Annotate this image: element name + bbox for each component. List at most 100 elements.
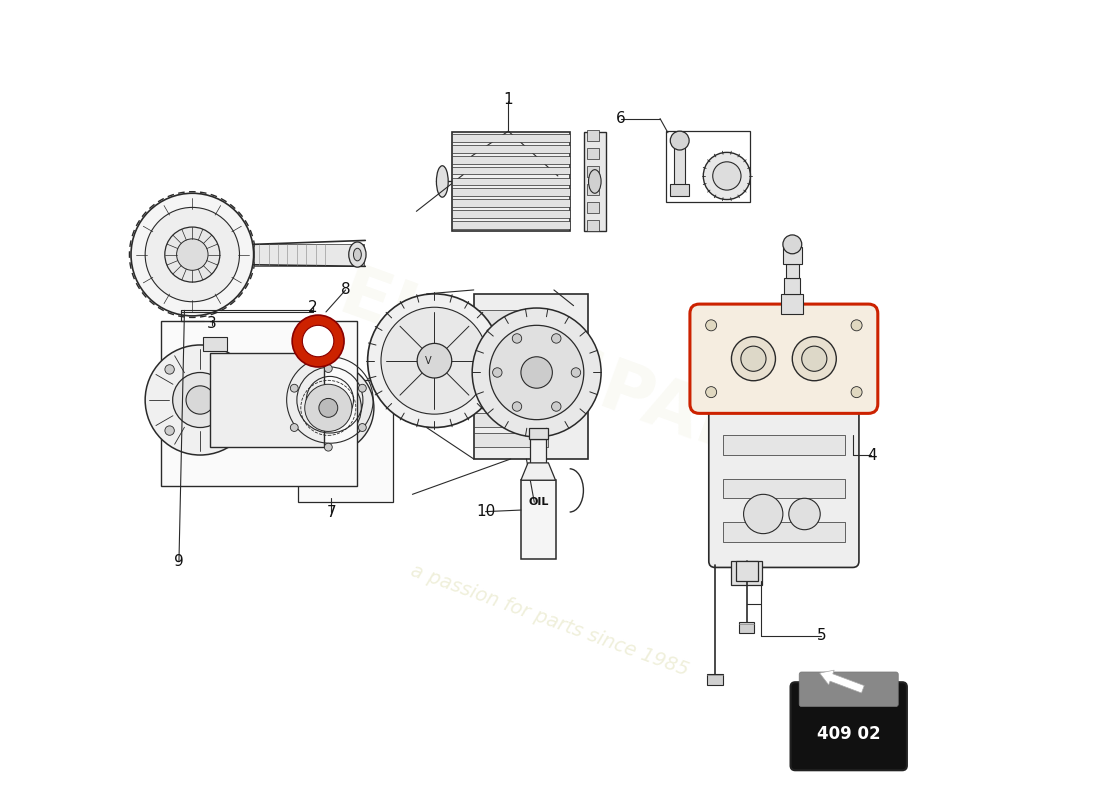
Bar [666, 131, 750, 202]
Circle shape [295, 375, 361, 441]
Circle shape [551, 402, 561, 411]
Circle shape [226, 426, 235, 435]
Bar [474, 392, 549, 406]
Circle shape [305, 384, 352, 431]
Ellipse shape [353, 248, 361, 261]
Text: 8: 8 [341, 282, 351, 298]
Bar [783, 246, 802, 264]
Bar [736, 561, 758, 581]
Bar [452, 145, 570, 153]
Circle shape [741, 346, 766, 371]
Circle shape [359, 384, 366, 392]
Text: OIL: OIL [528, 497, 549, 507]
Circle shape [367, 294, 502, 427]
Bar [784, 278, 800, 294]
Circle shape [670, 131, 689, 150]
Bar [587, 219, 598, 230]
Text: 6: 6 [616, 111, 626, 126]
Bar [474, 294, 587, 459]
Bar [723, 522, 845, 542]
Bar [739, 622, 755, 634]
Circle shape [165, 227, 220, 282]
Bar [474, 331, 549, 345]
Bar [452, 189, 570, 196]
Circle shape [381, 307, 488, 414]
Text: 10: 10 [476, 504, 495, 519]
Ellipse shape [437, 166, 448, 197]
Bar [452, 156, 570, 163]
Bar [474, 413, 549, 426]
Text: 9: 9 [174, 554, 184, 569]
Circle shape [165, 365, 174, 374]
Bar [521, 480, 556, 558]
Circle shape [490, 326, 584, 420]
Polygon shape [521, 463, 556, 480]
Bar [452, 166, 570, 174]
Bar [452, 178, 570, 186]
Bar [587, 202, 598, 213]
FancyBboxPatch shape [791, 682, 906, 770]
Ellipse shape [588, 170, 601, 194]
Circle shape [324, 365, 332, 373]
FancyBboxPatch shape [690, 304, 878, 414]
Circle shape [783, 235, 802, 254]
Bar [204, 337, 227, 351]
Circle shape [706, 386, 717, 398]
Circle shape [226, 365, 235, 374]
Circle shape [337, 452, 355, 470]
Bar [161, 322, 358, 486]
Circle shape [131, 194, 254, 316]
Bar [786, 264, 799, 278]
Circle shape [706, 320, 717, 331]
Circle shape [513, 334, 521, 343]
Circle shape [703, 152, 750, 199]
Circle shape [851, 320, 862, 331]
Bar [730, 561, 762, 585]
Circle shape [851, 386, 862, 398]
FancyBboxPatch shape [800, 672, 899, 706]
Circle shape [802, 346, 827, 371]
Circle shape [521, 357, 552, 388]
Circle shape [789, 498, 821, 530]
Circle shape [302, 326, 333, 357]
Circle shape [324, 443, 332, 451]
Circle shape [290, 423, 298, 431]
Text: 3: 3 [207, 316, 217, 331]
Bar [298, 380, 393, 502]
Circle shape [293, 315, 344, 367]
Bar [210, 353, 323, 447]
Text: 409 02: 409 02 [817, 725, 880, 743]
Text: 5: 5 [816, 628, 826, 643]
Bar [674, 142, 685, 190]
Bar [452, 134, 570, 142]
Bar [781, 294, 803, 314]
Text: a passion for parts since 1985: a passion for parts since 1985 [408, 561, 692, 679]
Bar [474, 310, 549, 325]
Circle shape [472, 308, 601, 437]
Circle shape [173, 373, 228, 427]
Circle shape [283, 362, 374, 454]
FancyArrow shape [820, 670, 865, 693]
Ellipse shape [349, 242, 366, 267]
Text: 2: 2 [308, 300, 318, 314]
Circle shape [319, 398, 338, 418]
Bar [723, 478, 845, 498]
Bar [452, 222, 570, 229]
Circle shape [493, 368, 502, 378]
Circle shape [417, 343, 452, 378]
Bar [529, 428, 548, 439]
Bar [584, 132, 606, 230]
Circle shape [177, 239, 208, 270]
Bar [587, 130, 598, 142]
Bar [723, 435, 845, 455]
Circle shape [145, 207, 240, 302]
Bar [587, 148, 598, 159]
Bar [452, 132, 570, 230]
Bar [587, 166, 598, 177]
Circle shape [165, 426, 174, 435]
Circle shape [359, 423, 366, 431]
Bar [530, 439, 546, 463]
Text: 4: 4 [868, 447, 877, 462]
Circle shape [145, 345, 255, 455]
Text: EUROSPARES: EUROSPARES [329, 260, 857, 509]
